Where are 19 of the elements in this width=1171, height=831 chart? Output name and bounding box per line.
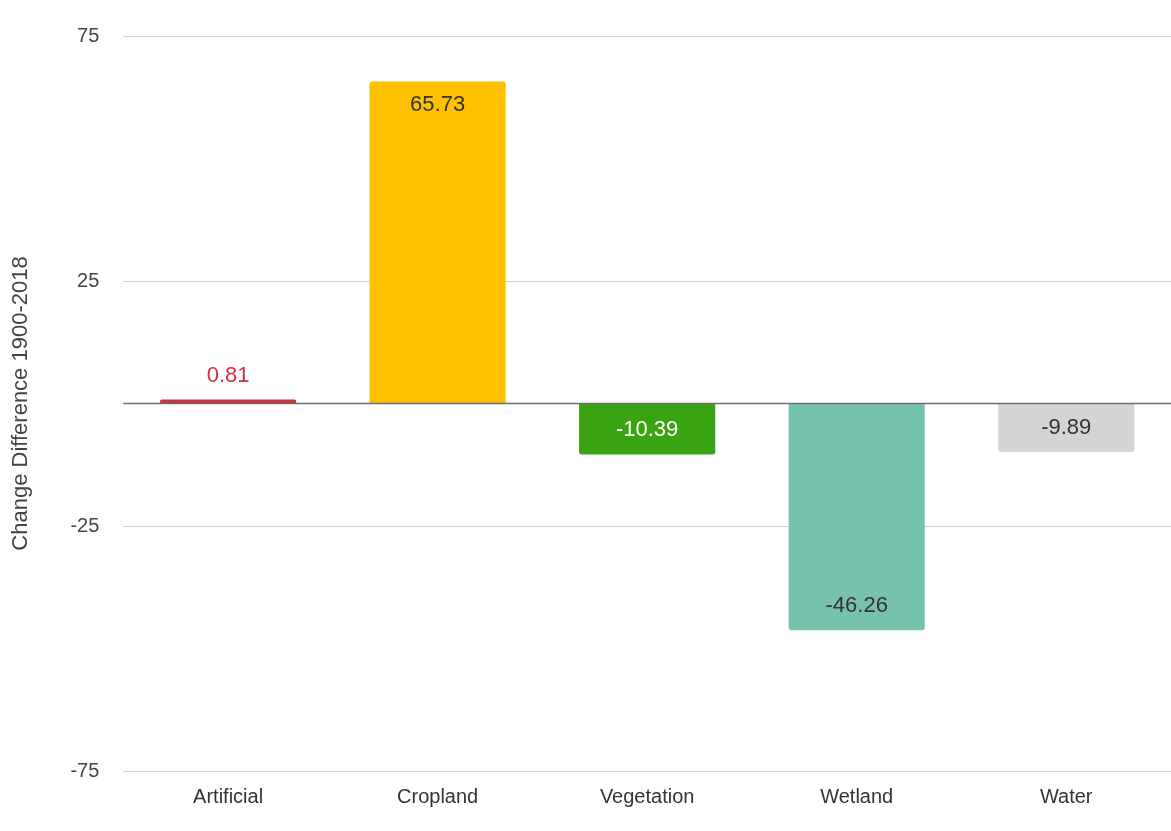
- y-axis-title: Change Difference 1900-2018: [7, 256, 33, 551]
- data-label: 65.73: [410, 91, 466, 117]
- x-tick-label: Artificial: [193, 784, 264, 807]
- x-tick-label: Cropland: [397, 784, 479, 807]
- data-label: -10.39: [615, 416, 679, 442]
- bar: [579, 403, 716, 455]
- data-label: -9.89: [1041, 414, 1092, 440]
- y-tick-label: -75: [70, 758, 100, 781]
- bar: [998, 403, 1135, 452]
- bar: [369, 81, 506, 404]
- x-tick-label: Vegetation: [599, 784, 695, 807]
- y-tick-label: -25: [70, 513, 100, 536]
- data-label: -46.26: [825, 592, 888, 618]
- x-tick-label: Wetland: [820, 784, 894, 807]
- data-label: 0.81: [206, 361, 250, 387]
- x-tick-label: Water: [1039, 784, 1093, 807]
- y-tick-label: 75: [77, 23, 100, 46]
- y-tick-label: 25: [77, 268, 100, 291]
- bar: [788, 403, 925, 631]
